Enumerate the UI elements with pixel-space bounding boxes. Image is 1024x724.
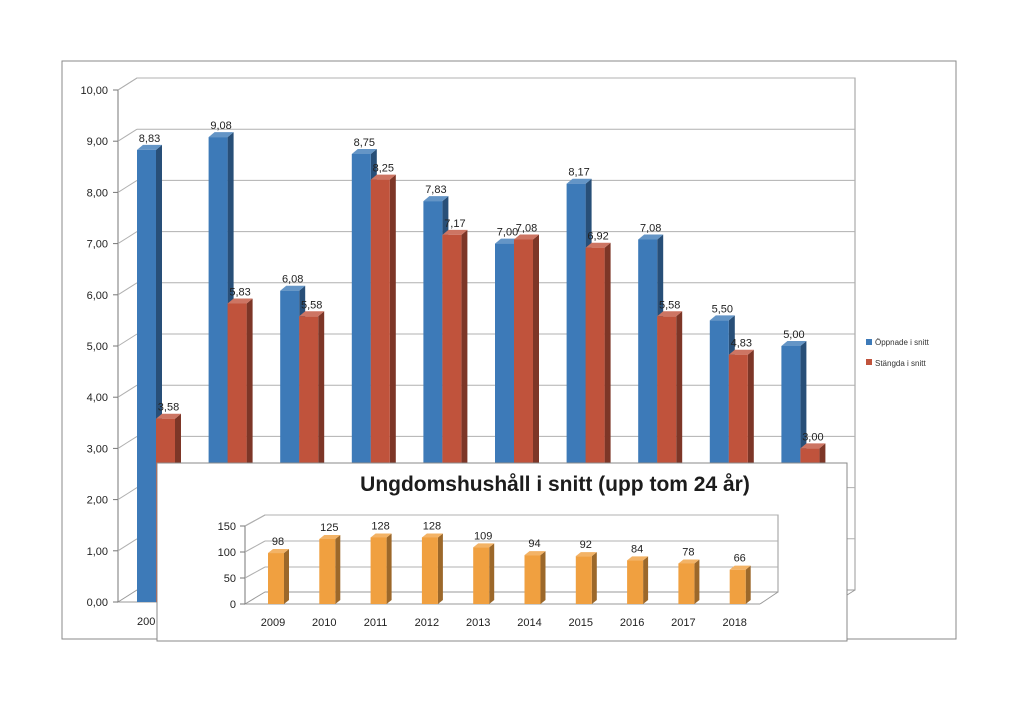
- inset-bar-2015: [575, 552, 597, 604]
- inset-x-tick-label: 2013: [466, 617, 490, 629]
- main-data-label: 7,08: [516, 223, 537, 235]
- inset-y-axis-ticks: 0 50 100 150: [218, 521, 245, 611]
- inset-bars: [268, 533, 751, 604]
- inset-bar-2010: [319, 535, 341, 604]
- inset-data-label: 94: [528, 538, 540, 550]
- main-y-tick-label: 0,00: [87, 597, 108, 609]
- main-y-tick-label: 7,00: [87, 239, 108, 251]
- inset-data-label: 92: [580, 539, 592, 551]
- main-gridline: [117, 538, 138, 552]
- inset-bar-2017: [678, 559, 700, 604]
- main-data-label: 4,83: [731, 338, 752, 350]
- inset-bar-2018: [729, 565, 751, 604]
- main-data-label: 5,50: [712, 303, 733, 315]
- inset-x-tick-label: 2016: [620, 617, 644, 629]
- main-y-tick-label: 5,00: [87, 341, 108, 353]
- main-data-label: 3,00: [802, 431, 823, 443]
- inset-data-labels: 98 125 128 128 109 94 92 84 78 66: [272, 520, 746, 564]
- inset-x-tick-label: 2010: [312, 617, 336, 629]
- main-data-label: 6,92: [587, 231, 608, 243]
- main-gridline: [117, 231, 138, 245]
- main-data-label: 9,08: [210, 120, 231, 132]
- main-data-labels: 8,83 3,58 9,08 5,83 6,08 5,58 8,75 8,25 7,83 7,17…: [139, 120, 824, 443]
- main-data-label: 5,00: [783, 329, 804, 341]
- main-data-label: 7,08: [640, 223, 661, 235]
- inset-x-tick-label: 2017: [671, 617, 695, 629]
- main-data-label: 7,83: [425, 184, 446, 196]
- main-y-tick-label: 8,00: [87, 187, 108, 199]
- main-y-tick-label: 1,00: [87, 546, 108, 558]
- inset-bar-2009: [268, 549, 289, 604]
- legend-swatch-stangda: [866, 359, 872, 365]
- legend-label-oppnade: Öppnade i snitt: [875, 338, 930, 347]
- main-data-label: 3,58: [158, 402, 179, 414]
- main-data-label: 8,75: [354, 137, 375, 149]
- inset-y-tick-label: 0: [230, 599, 236, 611]
- main-gridline: [117, 333, 138, 347]
- inset-data-label: 128: [371, 520, 389, 532]
- inset-x-tick-label: 2015: [569, 617, 593, 629]
- inset-data-label: 78: [682, 546, 694, 558]
- main-gridline: [117, 128, 138, 142]
- main-data-label: 8,83: [139, 133, 160, 145]
- inset-data-label: 84: [631, 543, 643, 555]
- legend-swatch-oppnade: [866, 339, 872, 345]
- legend-label-stangda: Stängda i snitt: [875, 359, 926, 368]
- main-gridline: [117, 179, 138, 193]
- inset-x-tick-label: 2012: [415, 617, 439, 629]
- inset-chart-title: Ungdomshushåll i snitt (upp tom 24 år): [360, 473, 750, 496]
- inset-bar-2014: [524, 551, 546, 604]
- inset-data-label: 98: [272, 536, 284, 548]
- main-gridline: [117, 77, 138, 91]
- inset-gridline: [244, 566, 266, 579]
- inset-bar-2016: [627, 556, 649, 604]
- main-data-label: 8,17: [568, 167, 589, 179]
- main-data-label: 5,58: [659, 299, 680, 311]
- inset-x-tick-label: 2018: [722, 617, 746, 629]
- inset-y-tick-label: 50: [224, 573, 236, 585]
- inset-data-label: 66: [734, 553, 746, 565]
- inset-x-tick-label: 2014: [517, 617, 541, 629]
- inset-x-axis-ticks: 2009 2010 2011 2012 2013 2014 2015 2016 2017 2018: [261, 617, 747, 629]
- inset-y-tick-label: 150: [218, 521, 236, 533]
- inset-gridline: [244, 514, 266, 527]
- main-gridline: [117, 282, 138, 296]
- main-data-label: 6,08: [282, 274, 303, 286]
- inset-data-label: 125: [320, 522, 338, 534]
- main-data-label: 5,58: [301, 299, 322, 311]
- inset-bar-2011: [370, 533, 392, 604]
- main-gridline: [117, 435, 138, 449]
- main-data-label: 7,00: [497, 227, 518, 239]
- main-data-label: 5,83: [229, 287, 250, 299]
- main-y-tick-label: 9,00: [87, 136, 108, 148]
- inset-data-label: 109: [474, 530, 492, 542]
- inset-data-label: 128: [423, 520, 441, 532]
- inset-y-tick-label: 100: [218, 547, 236, 559]
- main-y-tick-label: 6,00: [87, 290, 108, 302]
- main-data-label: 7,17: [444, 218, 465, 230]
- main-gridline: [117, 384, 138, 398]
- main-data-label: 8,25: [373, 163, 394, 175]
- main-y-tick-label: 10,00: [80, 85, 108, 97]
- main-legend: Öppnade i snitt Stängda i snitt: [866, 338, 930, 368]
- main-y-tick-label: 2,00: [87, 495, 108, 507]
- main-y-tick-label: 3,00: [87, 443, 108, 455]
- inset-bar-2012: [421, 533, 443, 604]
- inset-x-tick-label: 2011: [364, 617, 388, 629]
- inset-bar-2013: [473, 543, 495, 604]
- main-y-axis-ticks: 0,00 1,00 2,00 3,00 4,00 5,00 6,00 7,00 8,00 9,00…: [80, 85, 118, 609]
- main-gridline: [117, 487, 138, 501]
- inset-x-tick-label: 2009: [261, 617, 285, 629]
- main-y-tick-label: 4,00: [87, 392, 108, 404]
- main-x-tick-label-first: 200: [137, 616, 155, 628]
- inset-gridline: [244, 540, 266, 553]
